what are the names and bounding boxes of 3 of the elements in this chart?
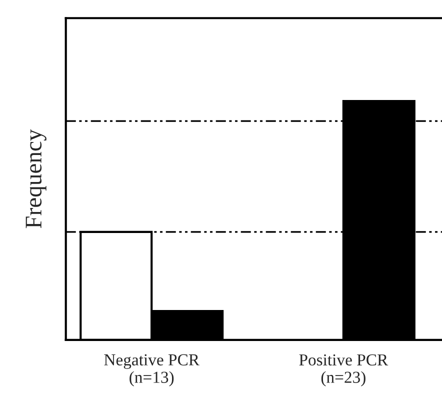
x-tick-label: Positive PCR (n=23) (299, 354, 388, 386)
y-axis-title: Frequency (26, 129, 46, 228)
x-tick-label: Negative PCR (n=13) (104, 354, 200, 386)
